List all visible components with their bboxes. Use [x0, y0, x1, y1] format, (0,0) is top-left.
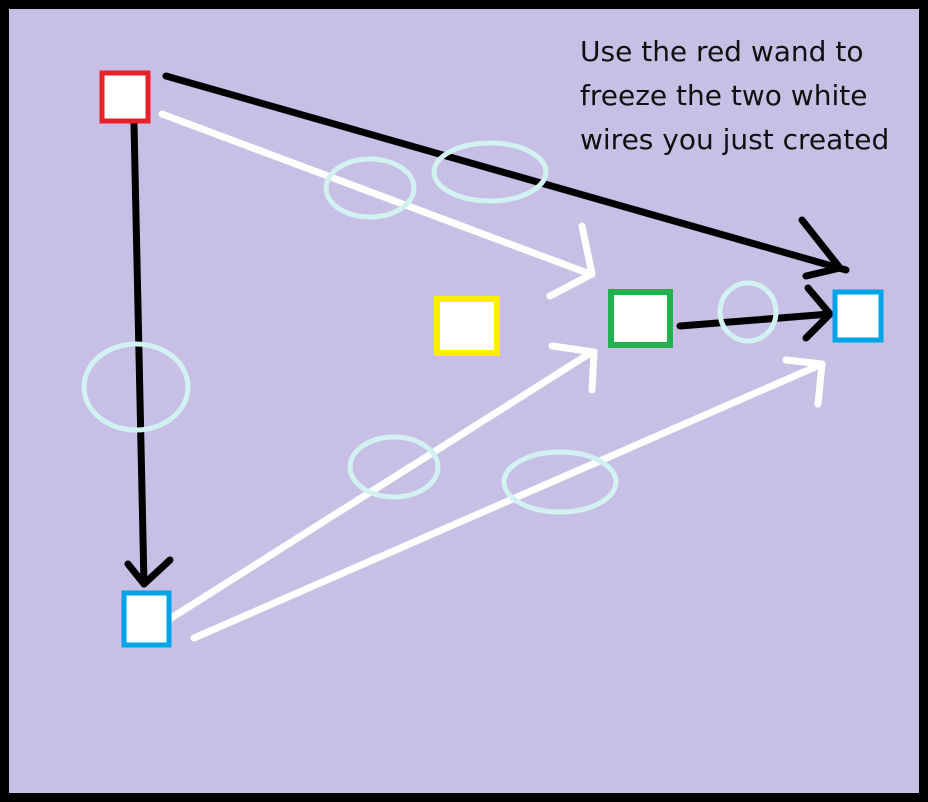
blue-node-bottom[interactable] [121, 590, 172, 648]
black-wire-red-to-blue-right [162, 72, 850, 274]
white-wire-blue-bottom-to-green-arrowhead [548, 342, 598, 394]
green-node[interactable] [608, 289, 673, 348]
red-node[interactable] [99, 70, 151, 124]
yellow-node[interactable] [434, 296, 500, 356]
white-wire-red-to-green-arrowhead [546, 222, 596, 300]
freeze-ring [717, 280, 779, 344]
white-wire-blue-bottom-to-blue-right [190, 360, 826, 642]
white-wire-red-to-green [158, 110, 594, 278]
black-wire-red-to-blue-bottom [130, 120, 148, 588]
black-wire-red-to-blue-right-arrowhead [798, 216, 844, 280]
white-wire-blue-bottom-to-blue-right-arrowhead [782, 356, 826, 408]
freeze-ring [347, 434, 441, 500]
black-wire-red-to-blue-bottom-arrowhead [124, 556, 174, 588]
freeze-ring [431, 140, 549, 204]
black-wire-green-to-blue-right-arrowhead [802, 284, 834, 342]
freeze-ring [323, 156, 417, 220]
instruction-text: Use the red wand to freeze the two white… [580, 35, 890, 156]
white-wire-blue-bottom-to-green [164, 348, 596, 624]
freeze-ring [501, 449, 619, 515]
black-wire-green-to-blue-right [676, 310, 834, 330]
freeze-ring [81, 341, 191, 433]
diagram-canvas [9, 9, 919, 793]
blue-node-right[interactable] [832, 289, 884, 343]
